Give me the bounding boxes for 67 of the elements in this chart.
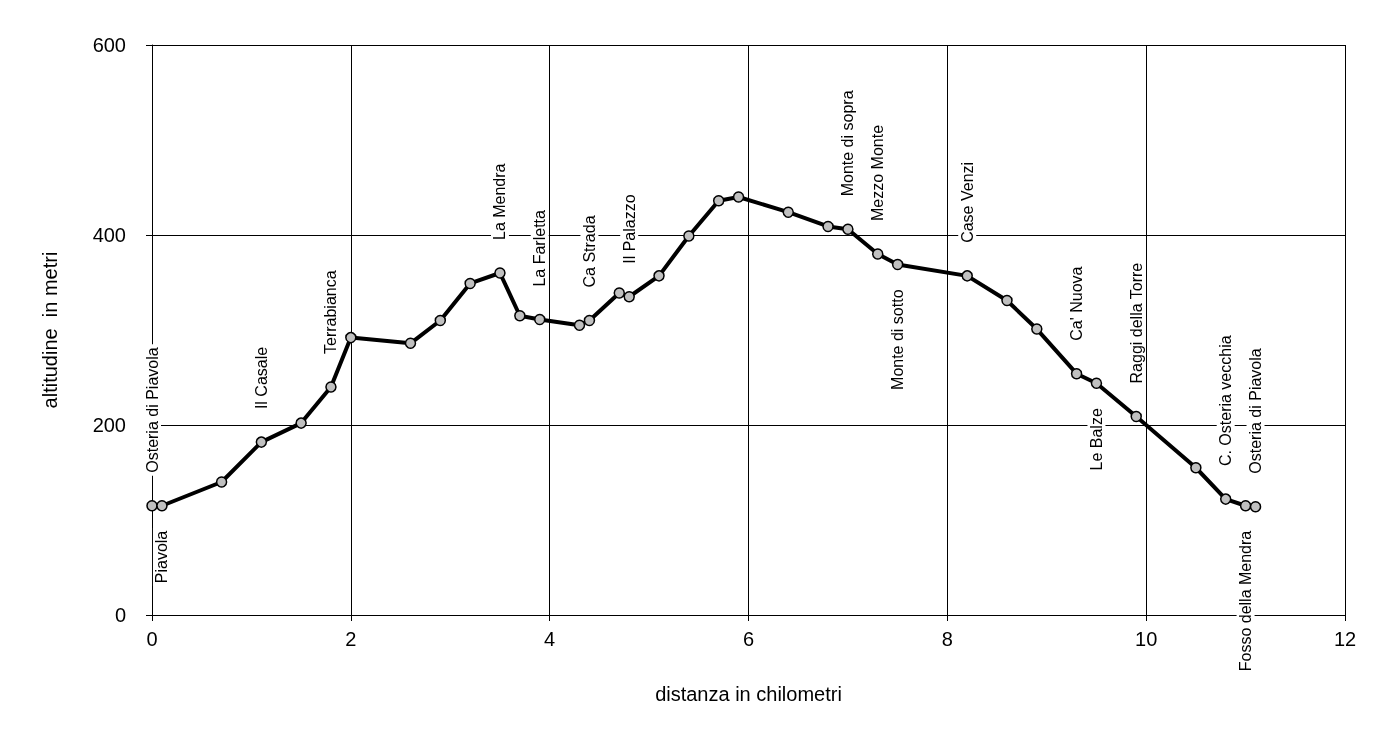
point	[1190, 462, 1202, 474]
x-tick-label: 2	[345, 628, 357, 650]
point	[822, 220, 834, 233]
y-tick-label: 400	[92, 224, 126, 246]
point	[1249, 500, 1262, 513]
y-tick-label: 0	[114, 604, 126, 626]
point	[782, 206, 795, 218]
point	[1001, 294, 1013, 307]
point	[891, 258, 904, 271]
y-axis-title: altitudine in metri	[39, 251, 61, 409]
point	[613, 287, 626, 299]
annotation: Raggi della Torre	[1127, 262, 1145, 384]
y-tick-label: 600	[92, 34, 126, 56]
annotation: Le Balze	[1087, 408, 1105, 471]
annotation: Ca' Nuova	[1068, 266, 1086, 341]
point	[583, 314, 596, 327]
point	[215, 476, 228, 488]
annotation: Monte di sotto	[889, 289, 907, 390]
point	[325, 381, 337, 393]
x-tick-label: 8	[941, 628, 953, 650]
point	[1219, 493, 1232, 505]
point	[345, 331, 357, 344]
annotation: Il Palazzo	[620, 194, 638, 264]
annotation: La Farletta	[531, 209, 549, 287]
annotation: Osteria di Piavola	[1247, 348, 1265, 474]
x-tick-label: 10	[1135, 628, 1158, 650]
annotation: Fosso della Mendra	[1237, 530, 1255, 672]
x-tick-label: 6	[742, 628, 755, 650]
point	[653, 270, 665, 282]
point	[464, 277, 476, 290]
point	[434, 314, 447, 327]
annotation: Osteria di Piavola	[143, 347, 161, 473]
annotation: Terrabianca	[322, 270, 340, 354]
point	[623, 291, 635, 303]
annotation: C. Osteria vecchia	[1217, 335, 1235, 467]
point	[146, 500, 158, 512]
point	[295, 417, 307, 429]
point	[842, 223, 854, 236]
annotation: Piavola	[153, 530, 171, 584]
annotation: Mezzo Monte	[869, 124, 887, 221]
y-tick-label: 200	[92, 414, 126, 436]
point	[1090, 377, 1103, 389]
point	[404, 337, 417, 350]
point	[514, 310, 526, 322]
x-tick-label: 4	[544, 628, 556, 650]
point	[1031, 323, 1043, 335]
x-tick-label: 12	[1333, 628, 1357, 650]
point	[533, 313, 546, 326]
point	[156, 500, 168, 512]
point	[872, 248, 884, 260]
point	[255, 436, 268, 448]
point	[1130, 410, 1142, 423]
point	[712, 195, 725, 207]
point	[732, 191, 745, 203]
x-axis-title: distanza in chilometri	[655, 683, 842, 705]
annotation: La Mendra	[491, 163, 509, 240]
annotation: Case Venzi	[958, 161, 976, 243]
annotation: Monte di sopra	[839, 90, 857, 197]
point	[1070, 367, 1083, 380]
x-tick-label: 0	[146, 628, 158, 650]
point	[573, 319, 586, 331]
annotation: Ca Strada	[580, 215, 598, 288]
annotation: Il Casale	[252, 346, 270, 410]
point	[1239, 500, 1252, 512]
point	[961, 270, 973, 282]
point	[683, 230, 695, 242]
point	[494, 267, 506, 279]
